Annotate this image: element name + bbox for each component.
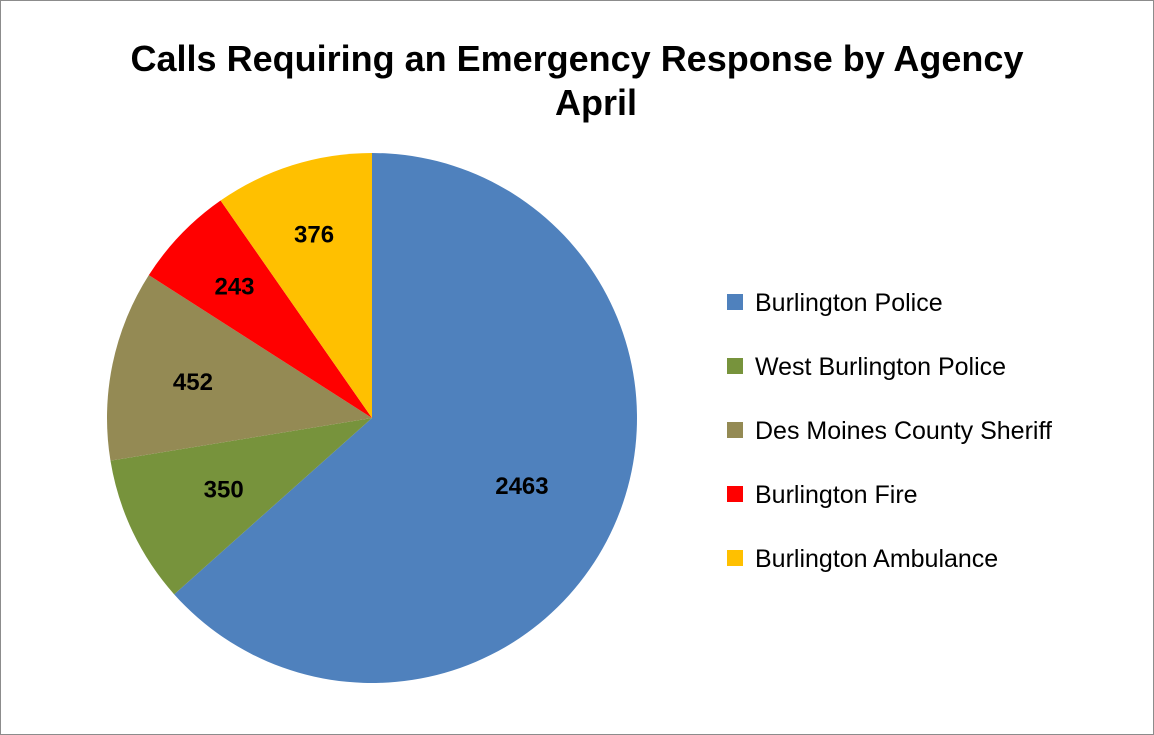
legend-swatch-burlington-ambulance — [727, 550, 743, 566]
legend-swatch-west-burlington-police — [727, 358, 743, 374]
pie-slice-burlington-fire — [148, 200, 372, 418]
data-label-west-burlington-police: 350 — [204, 477, 244, 504]
legend-swatch-burlington-police — [727, 294, 743, 310]
pie-data-labels: 2463 350 452 243 376 — [173, 221, 549, 503]
data-label-burlington-police: 2463 — [495, 473, 548, 500]
legend-swatch-burlington-fire — [727, 486, 743, 502]
chart-title-line-2: April — [555, 82, 637, 123]
legend-label-west-burlington-police: West Burlington Police — [755, 353, 1006, 381]
legend-label-burlington-ambulance: Burlington Ambulance — [755, 545, 998, 573]
pie-slice-des-moines-county-sheriff — [107, 275, 372, 461]
pie-slices — [107, 153, 638, 683]
data-label-des-moines-county-sheriff: 452 — [173, 369, 213, 396]
legend: Burlington Police West Burlington Police D… — [727, 289, 1052, 573]
legend-label-burlington-fire: Burlington Fire — [755, 481, 918, 509]
legend-swatch-des-moines-county-sheriff — [727, 422, 743, 438]
data-label-burlington-fire: 243 — [214, 274, 254, 301]
legend-label-burlington-police: Burlington Police — [755, 289, 943, 317]
legend-label-des-moines-county-sheriff: Des Moines County Sheriff — [755, 417, 1052, 445]
chart-title-line-1: Calls Requiring an Emergency Response by… — [131, 38, 1024, 79]
pie-slice-burlington-police — [174, 153, 638, 683]
data-label-burlington-ambulance: 376 — [294, 221, 334, 248]
pie-slice-burlington-ambulance — [220, 153, 372, 418]
pie-slice-west-burlington-police — [110, 418, 372, 595]
